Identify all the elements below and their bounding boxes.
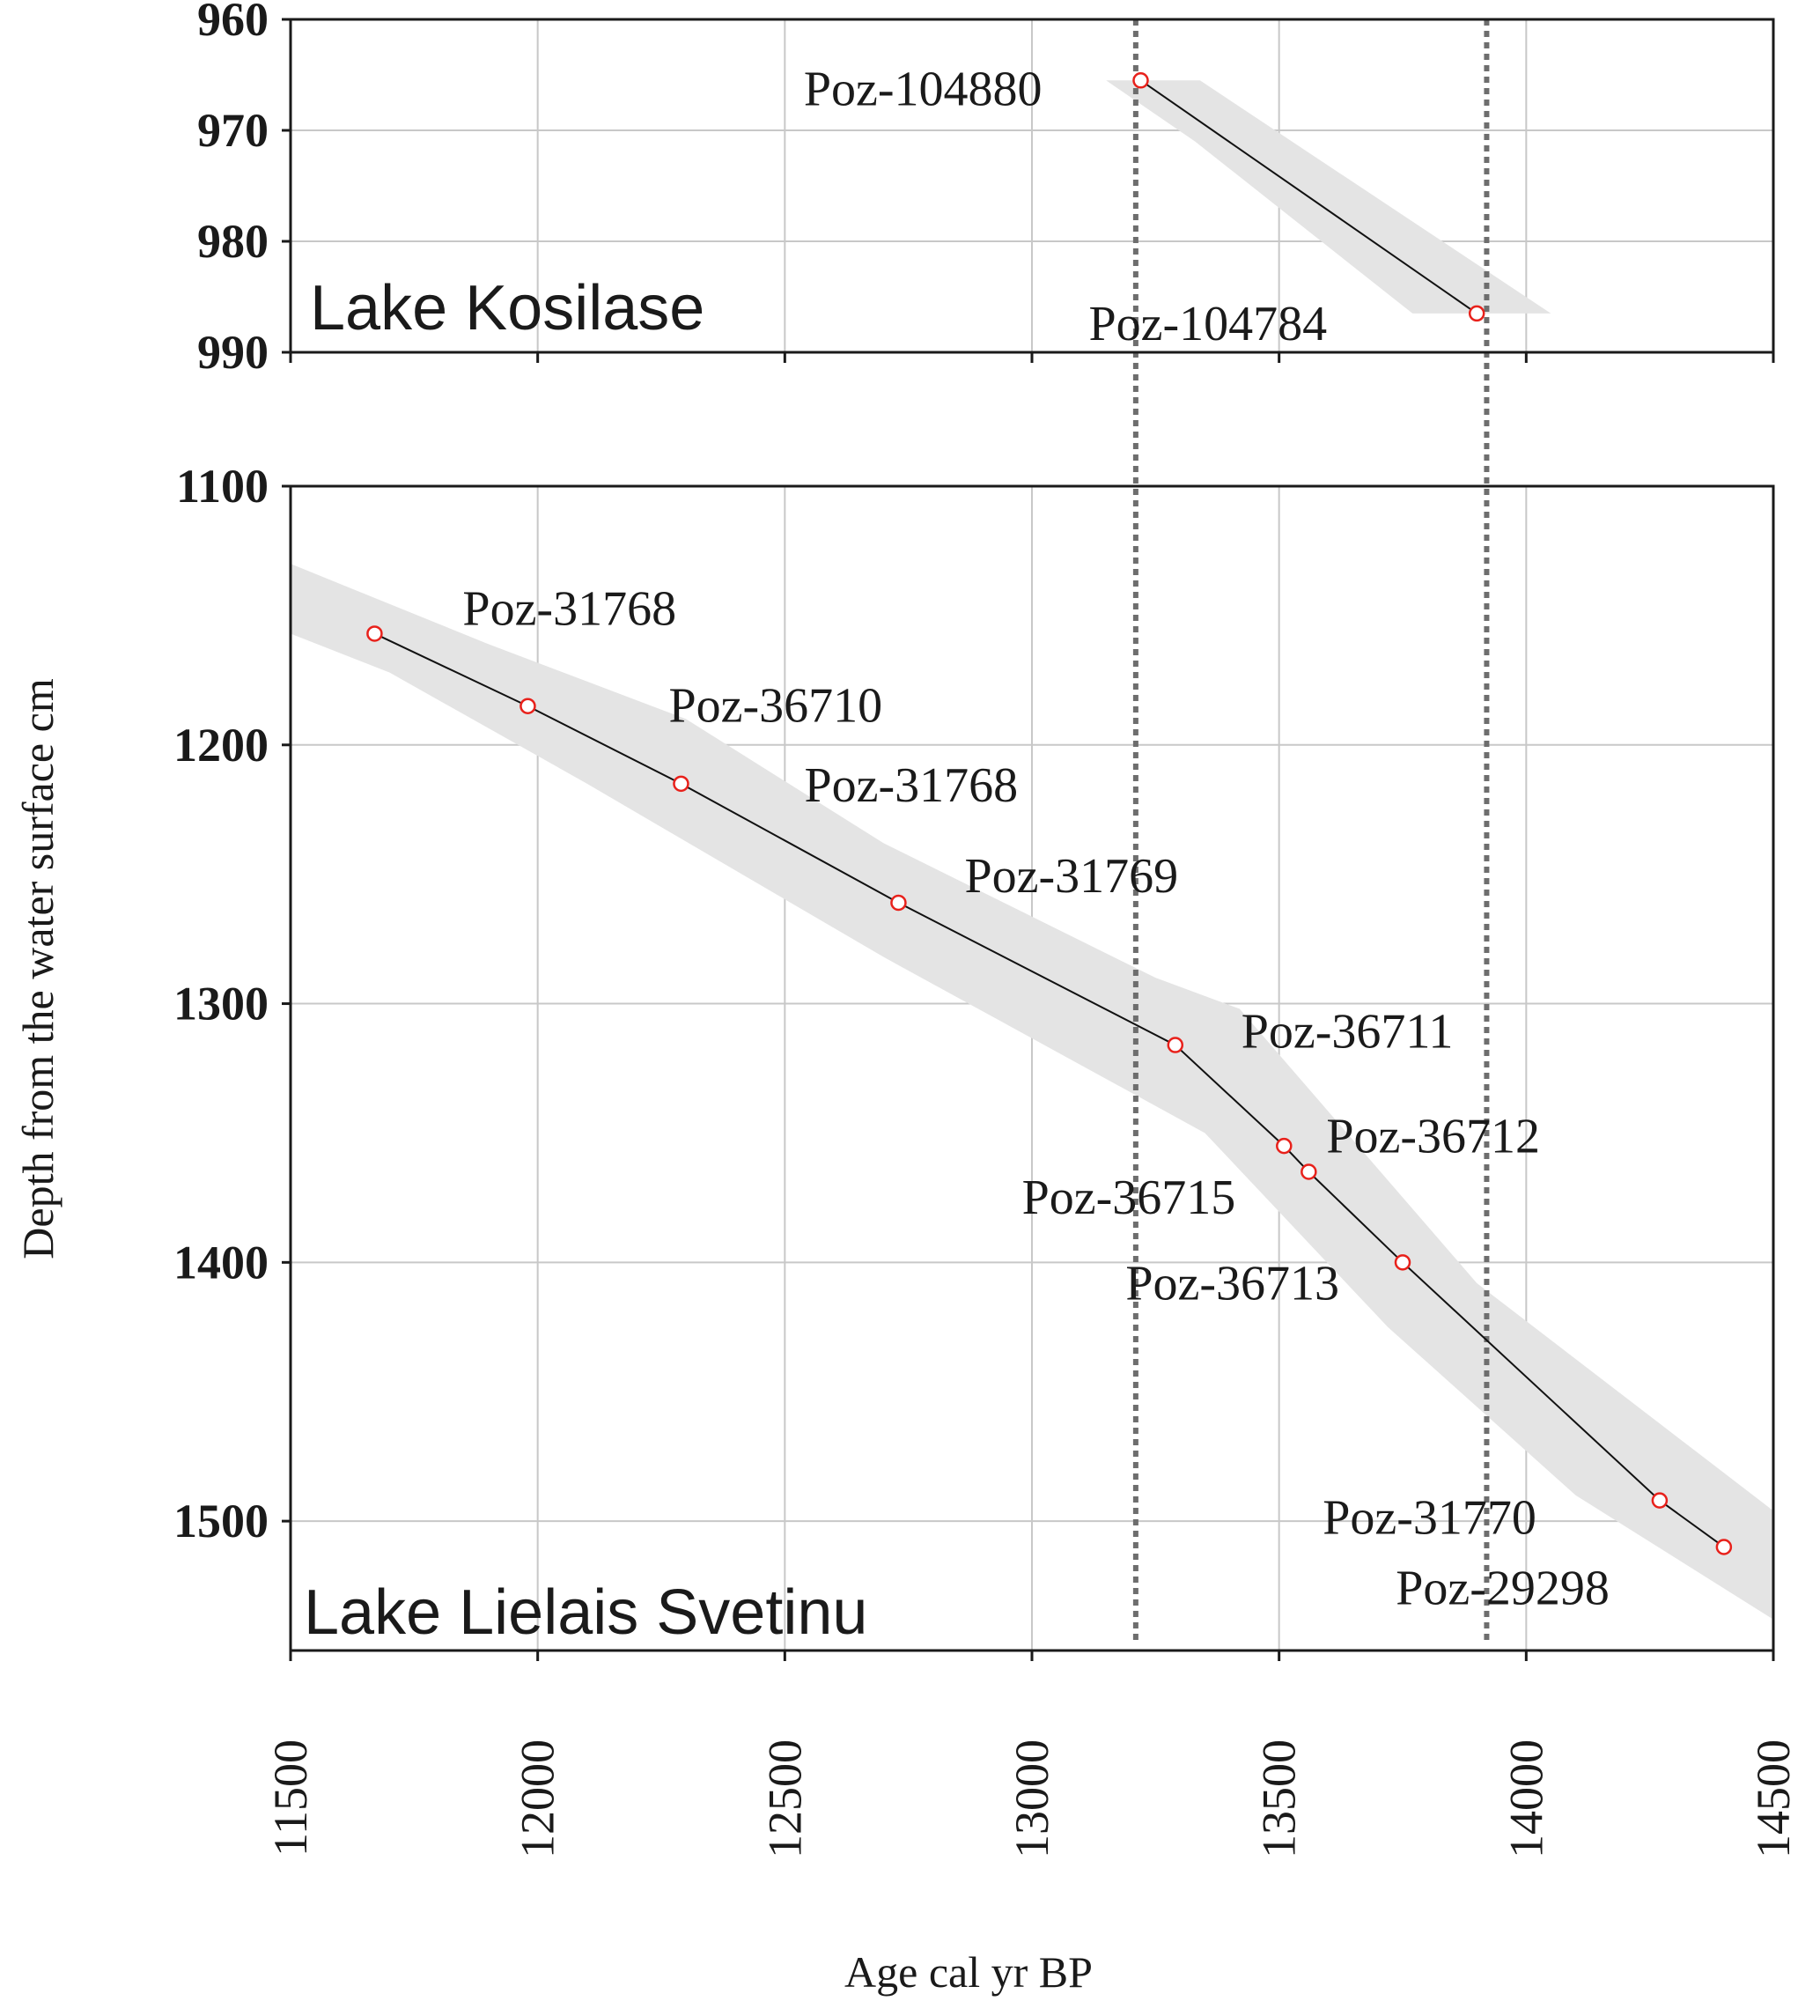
point-label-p1-2: Poz-31768 xyxy=(804,758,1018,813)
uncertainty-band-p1-s0 xyxy=(291,564,1773,1620)
data-point-p1-8 xyxy=(1651,1492,1669,1509)
data-point-p1-9 xyxy=(1715,1539,1733,1555)
data-point-p1-4 xyxy=(1167,1037,1184,1053)
point-label-p1-7: Poz-36713 xyxy=(1125,1256,1339,1311)
panel-title-1: Lake Lielais Svetinu xyxy=(304,1577,867,1648)
panel-title-0: Lake Kosilase xyxy=(310,273,704,343)
point-label-p1-9: Poz-29298 xyxy=(1396,1561,1610,1615)
y-tick-label-p0-2: 980 xyxy=(197,215,269,268)
y-tick-label-p0-3: 990 xyxy=(197,326,269,379)
x-tick-label-2: 12500 xyxy=(758,1739,811,1858)
x-tick-label-5: 14000 xyxy=(1499,1739,1552,1858)
panel-title-layer: Lake Kosilase Lake Lielais Svetinu xyxy=(304,273,867,1648)
data-point-p1-2 xyxy=(673,775,689,793)
x-tick-label-4: 13500 xyxy=(1253,1739,1306,1858)
y-tick-label-p0-1: 970 xyxy=(197,104,269,157)
point-label-p1-4: Poz-36711 xyxy=(1242,1005,1454,1060)
y-tick-label-p1-4: 1500 xyxy=(173,1495,269,1547)
point-label-p0-0: Poz-104880 xyxy=(804,62,1043,116)
y-tick-label-p1-3: 1400 xyxy=(173,1236,269,1289)
series-line-p0-s0 xyxy=(1139,79,1477,314)
y-tick-label-p1-1: 1200 xyxy=(173,719,269,772)
y-tick-label-p1-0: 1100 xyxy=(176,460,269,513)
data-point-p0-1 xyxy=(1468,305,1485,322)
data-point-p1-3 xyxy=(890,894,907,912)
point-label-p1-5: Poz-36715 xyxy=(1022,1170,1236,1225)
vertical-marker-layer xyxy=(1132,19,1490,1642)
y-tick-label-p0-0: 960 xyxy=(197,0,269,46)
uncertainty-band-layer xyxy=(291,80,1773,1620)
y-axis-label: Depth from the water surface cm xyxy=(13,678,63,1259)
data-point-p0-0 xyxy=(1132,72,1149,89)
data-point-p1-1 xyxy=(519,698,536,714)
y-tick-label-p1-2: 1300 xyxy=(173,978,269,1030)
point-label-p0-1: Poz-104784 xyxy=(1089,297,1328,351)
x-axis-label: Age cal yr BP xyxy=(844,1947,1093,1997)
data-point-p1-6 xyxy=(1301,1163,1317,1180)
series-line-p1-s0 xyxy=(373,632,1725,1548)
series-line-layer xyxy=(373,79,1725,1548)
x-tick-label-1: 12000 xyxy=(512,1739,564,1858)
data-point-p1-0 xyxy=(366,625,383,642)
data-point-p1-5 xyxy=(1276,1137,1293,1155)
data-point-p1-7 xyxy=(1394,1254,1411,1271)
point-label-layer: Poz-104880 Poz-104784 Poz-31768 Poz-36710 Po… xyxy=(462,62,1609,1615)
point-label-p1-8: Poz-31770 xyxy=(1323,1491,1536,1546)
x-tick-label-6: 14500 xyxy=(1747,1739,1800,1858)
tick-label-layer: 960 970 980 990 1100 1200 1300 1400 1500 11500 120… xyxy=(173,0,1800,1858)
point-label-p1-1: Poz-36710 xyxy=(668,679,882,734)
x-tick-label-3: 13000 xyxy=(1006,1739,1058,1858)
x-tick-label-0: 11500 xyxy=(264,1739,317,1857)
point-label-p1-0: Poz-31768 xyxy=(462,581,676,636)
point-label-p1-6: Poz-36712 xyxy=(1326,1110,1540,1164)
data-point-layer xyxy=(366,72,1733,1555)
point-label-p1-3: Poz-31769 xyxy=(964,849,1178,904)
uncertainty-band-p0-s0 xyxy=(1081,80,1551,314)
